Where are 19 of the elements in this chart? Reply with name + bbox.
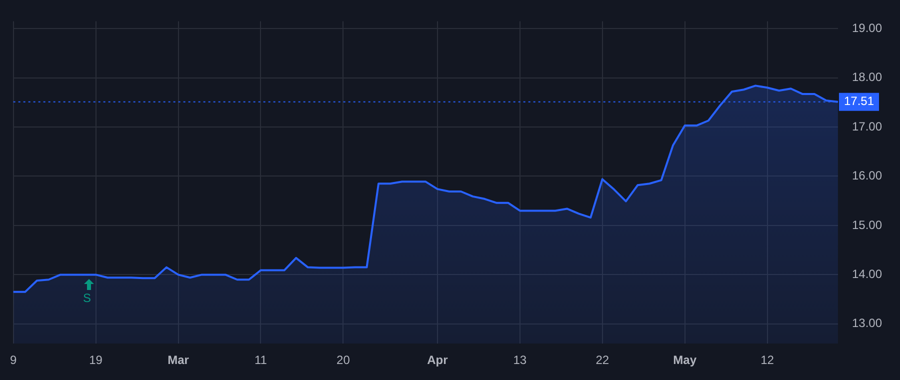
y-tick-label: 17.00 (852, 119, 882, 134)
y-tick-label: 15.00 (852, 218, 882, 232)
annotation: S (83, 291, 92, 305)
y-tick-label: 18.00 (852, 70, 882, 84)
y-tick-label: 16.00 (852, 168, 882, 183)
x-tick-label: 20 (336, 353, 350, 368)
x-tick-label: 11 (254, 353, 268, 368)
y-tick-label: 13.00 (852, 316, 882, 330)
x-tick-label: 9 (10, 353, 17, 368)
x-tick-label: 22 (596, 353, 610, 368)
ref-line-label: 17.51 (844, 94, 874, 108)
x-tick-label: Apr (427, 353, 448, 368)
x-tick-label: 19 (89, 353, 103, 368)
y-tick-label: 19.00 (852, 20, 882, 35)
x-tick-label: May (673, 353, 697, 368)
x-tick-label: Mar (168, 353, 190, 368)
y-tick-label: 14.00 (852, 267, 882, 282)
x-tick-label: 13 (513, 353, 527, 368)
x-tick-label: 12 (760, 353, 774, 368)
